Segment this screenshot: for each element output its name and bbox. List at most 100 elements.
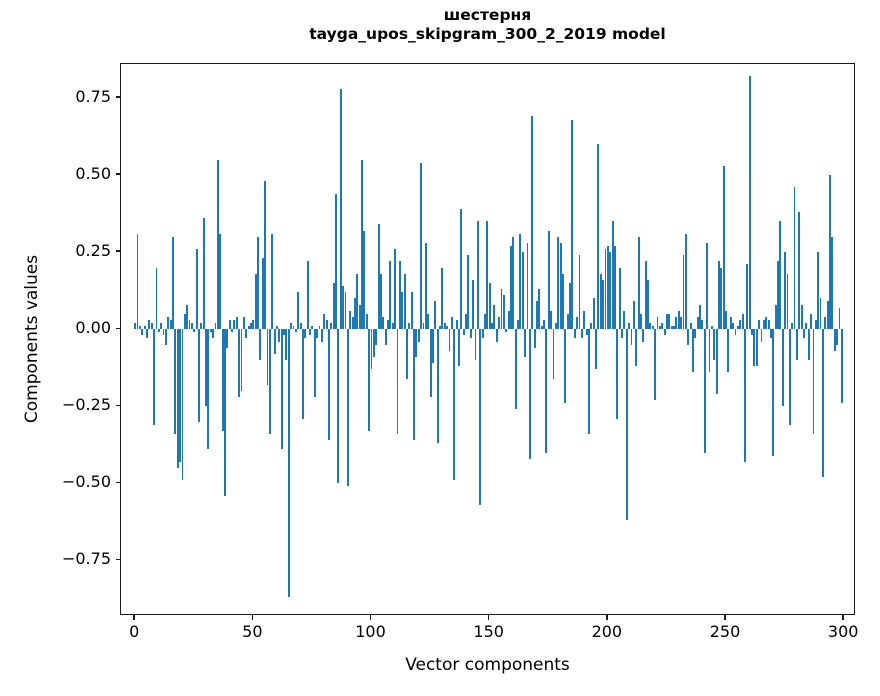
bar xyxy=(306,261,309,330)
bar xyxy=(564,329,567,404)
bar xyxy=(677,310,680,330)
bar xyxy=(361,159,363,330)
bar xyxy=(169,319,172,330)
bar xyxy=(807,329,810,361)
bar xyxy=(760,329,763,342)
bar xyxy=(242,316,245,330)
bar xyxy=(592,298,595,330)
bar xyxy=(320,329,323,342)
bar xyxy=(268,329,271,435)
bar xyxy=(153,329,156,425)
bar xyxy=(233,319,236,330)
bar xyxy=(176,329,179,468)
x-tick-label: 50 xyxy=(242,622,263,641)
bar xyxy=(292,326,295,330)
bar xyxy=(632,301,635,330)
bar xyxy=(368,329,371,431)
bar xyxy=(294,329,297,333)
bar xyxy=(285,329,288,361)
bar xyxy=(304,329,307,339)
bar xyxy=(611,221,614,330)
bar xyxy=(519,233,522,330)
y-tick-label: 0.25 xyxy=(75,241,111,261)
bar xyxy=(668,313,671,330)
bar xyxy=(138,326,141,330)
bar xyxy=(465,313,467,330)
bar xyxy=(448,329,451,351)
bar xyxy=(651,326,654,330)
bar xyxy=(469,329,472,339)
bar xyxy=(323,313,326,330)
bar xyxy=(734,329,737,336)
bar xyxy=(829,175,831,330)
bar xyxy=(214,323,217,330)
bar xyxy=(717,261,720,330)
bar xyxy=(207,329,210,450)
bar xyxy=(538,289,541,330)
bar xyxy=(273,329,276,354)
bar xyxy=(493,304,496,330)
bar xyxy=(715,329,718,394)
bar xyxy=(661,323,664,330)
bar xyxy=(337,329,340,484)
bar xyxy=(689,323,692,330)
bar xyxy=(517,319,519,330)
bar xyxy=(831,236,834,330)
bar xyxy=(155,267,158,330)
bar xyxy=(252,319,255,330)
bar xyxy=(339,88,342,330)
bar xyxy=(623,310,626,330)
bar xyxy=(826,301,829,330)
bar xyxy=(495,329,498,342)
bar xyxy=(729,316,732,330)
bar xyxy=(687,329,690,345)
bar xyxy=(680,316,683,330)
bar xyxy=(531,116,534,330)
bar xyxy=(507,310,510,330)
bar xyxy=(335,193,337,330)
bar xyxy=(297,292,300,330)
bar xyxy=(663,329,666,336)
bar xyxy=(136,233,139,330)
bar xyxy=(427,313,430,330)
bar xyxy=(446,326,449,330)
bar xyxy=(164,329,167,345)
bar xyxy=(821,329,824,478)
bar xyxy=(261,258,264,330)
bar xyxy=(710,326,713,330)
bar xyxy=(264,181,267,330)
bar xyxy=(741,313,744,330)
bar xyxy=(245,329,248,339)
bar xyxy=(271,233,274,330)
x-tick-mark xyxy=(606,615,608,620)
bar xyxy=(384,329,387,345)
bar xyxy=(342,286,345,330)
bar xyxy=(382,316,385,330)
bar xyxy=(559,242,562,330)
bar xyxy=(604,249,607,330)
bar xyxy=(479,329,482,505)
bar xyxy=(571,119,574,330)
bar xyxy=(219,233,222,330)
x-tick-label: 300 xyxy=(827,622,859,641)
bar xyxy=(380,273,382,330)
bar xyxy=(675,316,678,330)
bar xyxy=(635,329,638,367)
bar xyxy=(443,323,446,330)
bar xyxy=(583,310,586,330)
bar xyxy=(205,329,208,407)
bar xyxy=(481,329,484,339)
bar xyxy=(739,319,742,330)
bar xyxy=(394,249,397,330)
bar xyxy=(654,329,657,401)
bar xyxy=(670,326,673,330)
bar xyxy=(259,329,262,361)
bar xyxy=(512,236,515,330)
bar xyxy=(630,329,633,345)
bar xyxy=(450,316,453,330)
bar xyxy=(824,316,827,330)
bar xyxy=(351,316,354,330)
bar xyxy=(765,316,768,330)
bar xyxy=(209,329,212,333)
chart-title-line-2: tayga_upos_skipgram_300_2_2019 model xyxy=(309,25,666,43)
